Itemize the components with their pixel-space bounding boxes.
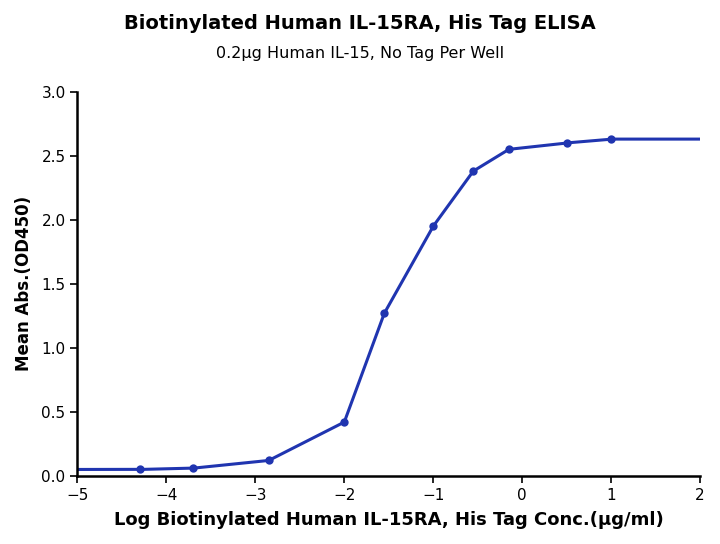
Y-axis label: Mean Abs.(OD450): Mean Abs.(OD450): [15, 196, 33, 372]
Text: Biotinylated Human IL-15RA, His Tag ELISA: Biotinylated Human IL-15RA, His Tag ELIS…: [124, 14, 596, 33]
X-axis label: Log Biotinylated Human IL-15RA, His Tag Conc.(μg/ml): Log Biotinylated Human IL-15RA, His Tag …: [114, 511, 664, 529]
Text: 0.2μg Human IL-15, No Tag Per Well: 0.2μg Human IL-15, No Tag Per Well: [216, 46, 504, 61]
